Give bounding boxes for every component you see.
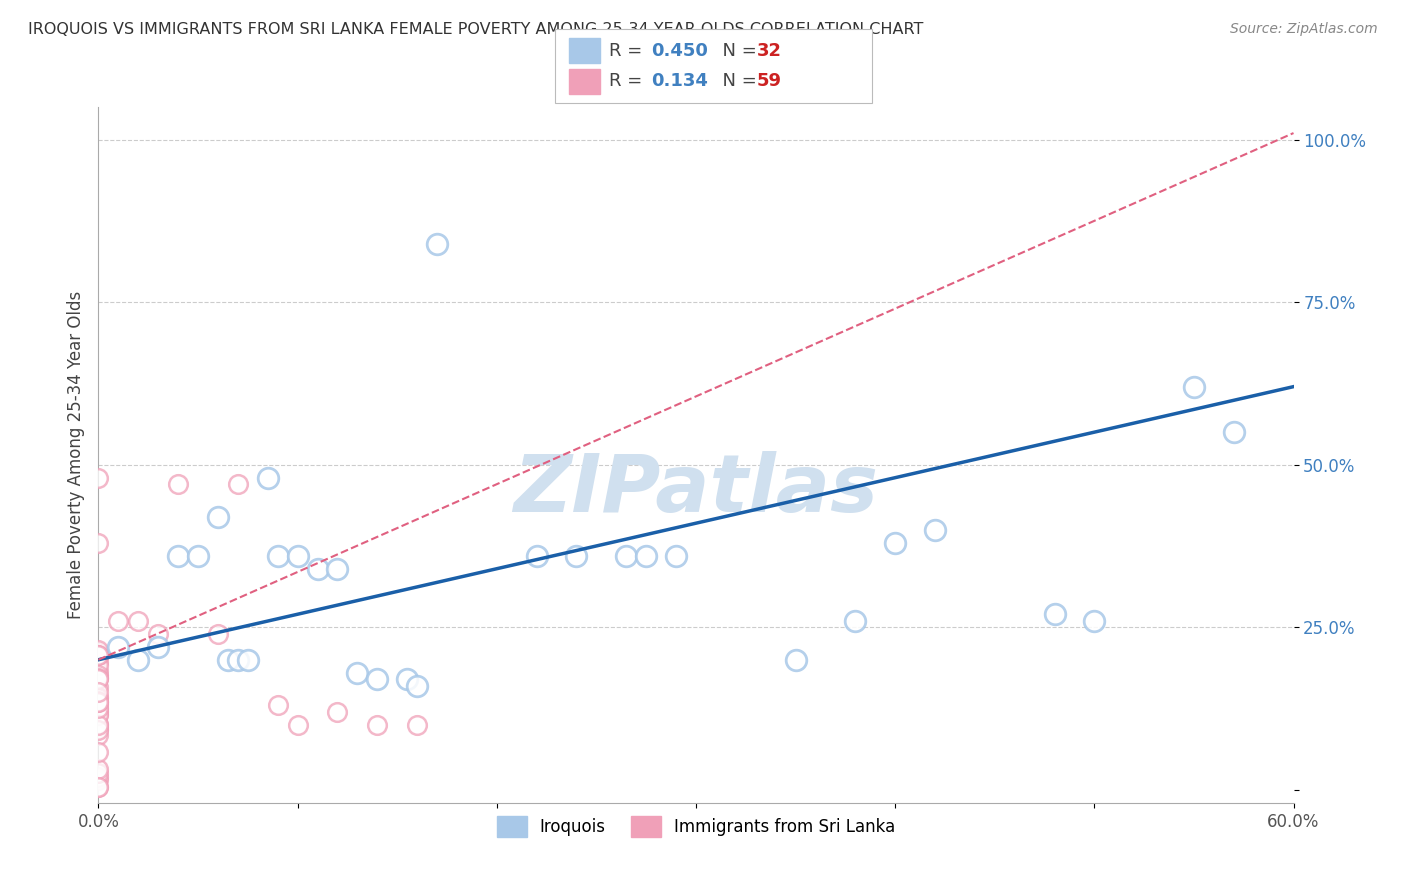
Point	[87, 708, 110, 723]
Point	[87, 770, 110, 784]
Point	[87, 765, 110, 780]
Point	[256, 471, 278, 485]
Point	[87, 694, 110, 708]
Point	[87, 535, 110, 549]
Point	[87, 701, 110, 715]
Point	[287, 549, 309, 563]
Point	[87, 772, 110, 787]
Point	[87, 658, 110, 673]
Point	[87, 716, 110, 731]
Point	[148, 640, 170, 654]
Point	[87, 648, 110, 662]
Point	[87, 704, 110, 718]
Point	[87, 697, 110, 711]
Point	[167, 549, 190, 563]
Point	[346, 665, 368, 680]
Point	[107, 614, 129, 628]
Text: Source: ZipAtlas.com: Source: ZipAtlas.com	[1230, 22, 1378, 37]
Text: 0.450: 0.450	[651, 42, 707, 60]
Point	[526, 549, 548, 563]
Text: ZIPatlas: ZIPatlas	[513, 450, 879, 529]
Text: R =: R =	[609, 42, 648, 60]
Point	[87, 471, 110, 485]
Point	[87, 672, 110, 686]
Point	[565, 549, 588, 563]
Point	[87, 642, 110, 657]
Point	[267, 549, 290, 563]
Point	[87, 655, 110, 669]
Point	[87, 690, 110, 705]
Point	[614, 549, 637, 563]
Point	[226, 653, 249, 667]
Point	[87, 762, 110, 776]
Point	[924, 523, 946, 537]
Point	[87, 717, 110, 731]
Point	[207, 509, 229, 524]
Point	[127, 614, 149, 628]
Point	[107, 640, 129, 654]
Text: 59: 59	[756, 72, 782, 90]
Point	[426, 236, 449, 251]
Point	[267, 698, 290, 713]
Point	[87, 681, 110, 695]
Point	[636, 549, 658, 563]
Point	[87, 780, 110, 794]
Point	[87, 672, 110, 686]
Point	[167, 477, 190, 491]
Point	[844, 614, 866, 628]
Point	[87, 685, 110, 699]
Point	[406, 718, 429, 732]
Point	[87, 722, 110, 736]
Point	[87, 691, 110, 706]
Point	[87, 648, 110, 662]
Point	[326, 562, 349, 576]
Point	[87, 671, 110, 685]
Text: N =: N =	[711, 42, 763, 60]
Text: R =: R =	[609, 72, 654, 90]
Point	[1182, 379, 1205, 393]
Point	[307, 562, 329, 576]
Point	[1083, 614, 1105, 628]
Point	[1043, 607, 1066, 622]
Point	[207, 626, 229, 640]
Point	[87, 669, 110, 683]
Point	[87, 664, 110, 678]
Point	[1223, 425, 1246, 439]
Point	[366, 718, 388, 732]
Point	[148, 626, 170, 640]
Point	[884, 535, 907, 549]
Text: N =: N =	[711, 72, 763, 90]
Point	[127, 653, 149, 667]
Point	[366, 672, 388, 686]
Point	[87, 720, 110, 734]
Point	[87, 701, 110, 715]
Point	[217, 653, 239, 667]
Point	[87, 705, 110, 719]
Point	[87, 707, 110, 722]
Point	[187, 549, 209, 563]
Point	[326, 705, 349, 719]
Y-axis label: Female Poverty Among 25-34 Year Olds: Female Poverty Among 25-34 Year Olds	[66, 291, 84, 619]
Point	[87, 694, 110, 708]
Point	[87, 645, 110, 659]
Point	[87, 723, 110, 738]
Point	[87, 780, 110, 794]
Point	[396, 672, 419, 686]
Point	[665, 549, 688, 563]
Legend: Iroquois, Immigrants from Sri Lanka: Iroquois, Immigrants from Sri Lanka	[489, 810, 903, 843]
Point	[785, 653, 807, 667]
Point	[87, 728, 110, 742]
Point	[87, 695, 110, 709]
Text: 32: 32	[756, 42, 782, 60]
Point	[287, 718, 309, 732]
Text: 0.134: 0.134	[651, 72, 707, 90]
Text: IROQUOIS VS IMMIGRANTS FROM SRI LANKA FEMALE POVERTY AMONG 25-34 YEAR OLDS CORRE: IROQUOIS VS IMMIGRANTS FROM SRI LANKA FE…	[28, 22, 924, 37]
Point	[87, 668, 110, 682]
Point	[236, 653, 259, 667]
Point	[406, 679, 429, 693]
Point	[87, 650, 110, 665]
Point	[87, 745, 110, 759]
Point	[226, 477, 249, 491]
